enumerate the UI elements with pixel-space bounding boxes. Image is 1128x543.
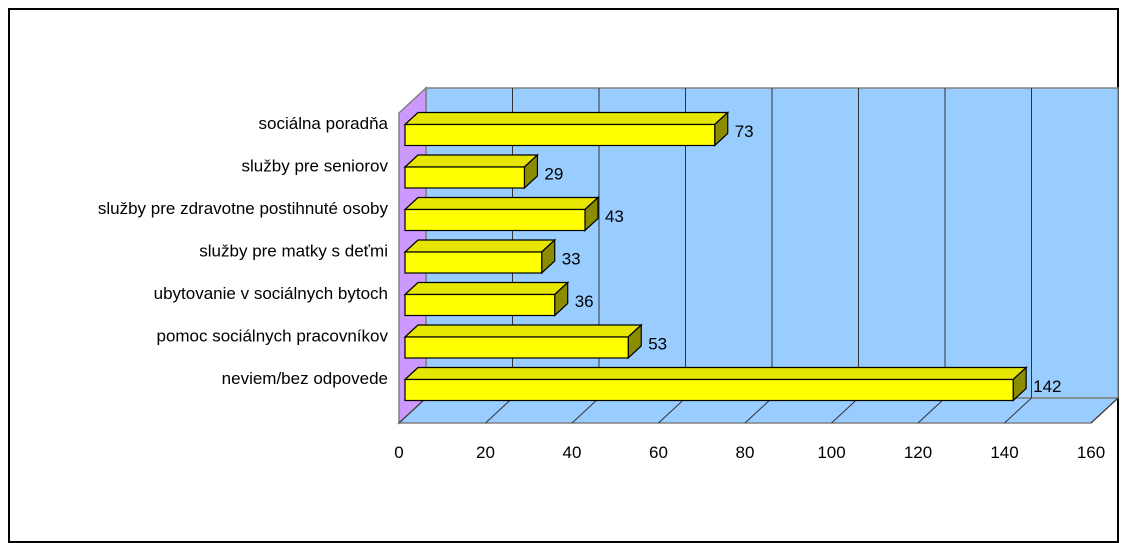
category-label: neviem/bez odpovede <box>222 369 388 388</box>
x-tick-label: 120 <box>904 443 932 462</box>
data-label: 36 <box>575 292 594 311</box>
data-label: 33 <box>562 250 581 269</box>
floor-gridline <box>917 397 946 424</box>
x-tick-label: 80 <box>736 443 755 462</box>
bar <box>404 208 586 232</box>
bar-top <box>403 154 539 168</box>
bar-top <box>403 324 643 338</box>
x-tick-label: 0 <box>394 443 403 462</box>
floor-gridline <box>831 397 859 424</box>
data-label: 53 <box>648 335 667 354</box>
floor-gridline <box>485 397 513 424</box>
bar <box>404 123 716 147</box>
x-tick-label: 140 <box>990 443 1018 462</box>
x-tick-label: 20 <box>476 443 495 462</box>
x-tick-label: 60 <box>649 443 668 462</box>
floor-gridline <box>744 397 773 424</box>
floor-gridline <box>1004 397 1032 424</box>
bar <box>404 166 526 189</box>
bar <box>404 251 543 274</box>
floor-gridline <box>1090 397 1119 424</box>
bar <box>404 336 629 359</box>
floor-gridline <box>398 397 427 424</box>
bar <box>404 378 1014 402</box>
category-label: služby pre seniorov <box>242 157 389 176</box>
floor-gridline <box>658 397 686 424</box>
x-tick-label: 160 <box>1077 443 1105 462</box>
category-label: ubytovanie v sociálnych bytoch <box>154 284 388 303</box>
category-label: pomoc sociálnych pracovníkov <box>156 327 388 346</box>
floor-gridline <box>571 397 600 424</box>
data-label: 29 <box>544 165 563 184</box>
data-label: 142 <box>1033 377 1061 396</box>
bar-top <box>403 239 557 253</box>
category-label: služby pre matky s deťmi <box>199 242 388 261</box>
x-tick-label: 100 <box>817 443 845 462</box>
data-label: 73 <box>735 122 754 141</box>
category-label: sociálna poradňa <box>259 114 389 133</box>
data-label: 43 <box>605 207 624 226</box>
bar-top <box>403 196 600 211</box>
bar-top <box>403 281 570 296</box>
category-label: služby pre zdravotne postihnuté osoby <box>98 199 389 218</box>
bar-top <box>403 111 730 126</box>
x-tick-label: 40 <box>563 443 582 462</box>
bar-top <box>403 366 1028 381</box>
bar <box>404 293 556 317</box>
